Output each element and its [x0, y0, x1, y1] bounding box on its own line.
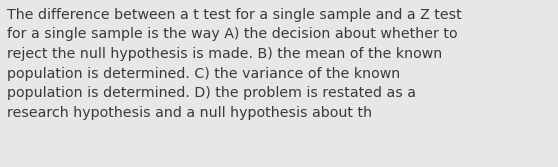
Text: The difference between a t test for a single sample and a Z test
for a single sa: The difference between a t test for a si… — [7, 8, 462, 120]
